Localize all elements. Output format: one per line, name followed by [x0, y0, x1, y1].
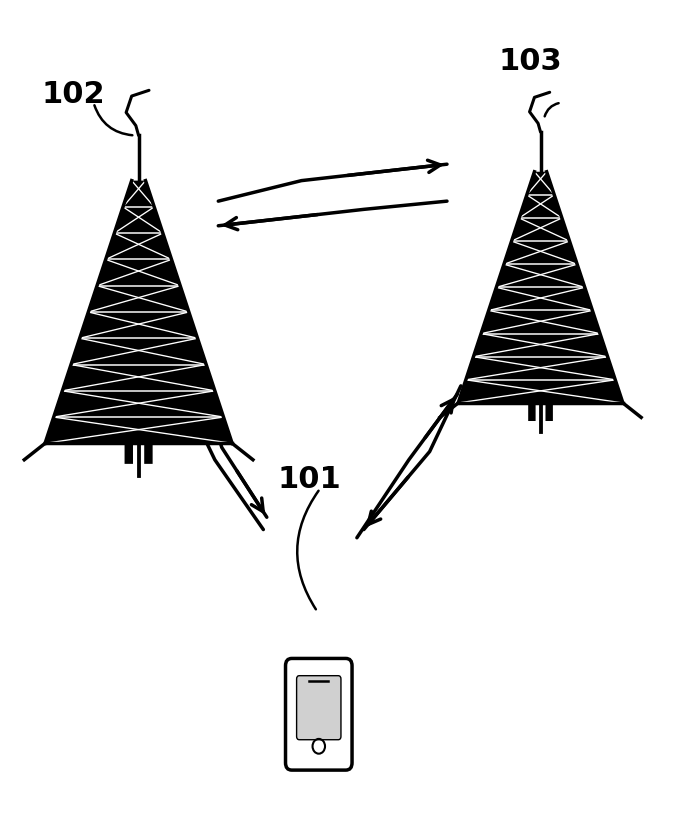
Polygon shape: [45, 181, 232, 464]
Text: 101: 101: [277, 466, 341, 494]
Text: 103: 103: [499, 47, 563, 76]
Text: 102: 102: [42, 80, 105, 108]
Polygon shape: [458, 172, 623, 421]
FancyBboxPatch shape: [286, 658, 352, 770]
FancyBboxPatch shape: [297, 676, 341, 740]
